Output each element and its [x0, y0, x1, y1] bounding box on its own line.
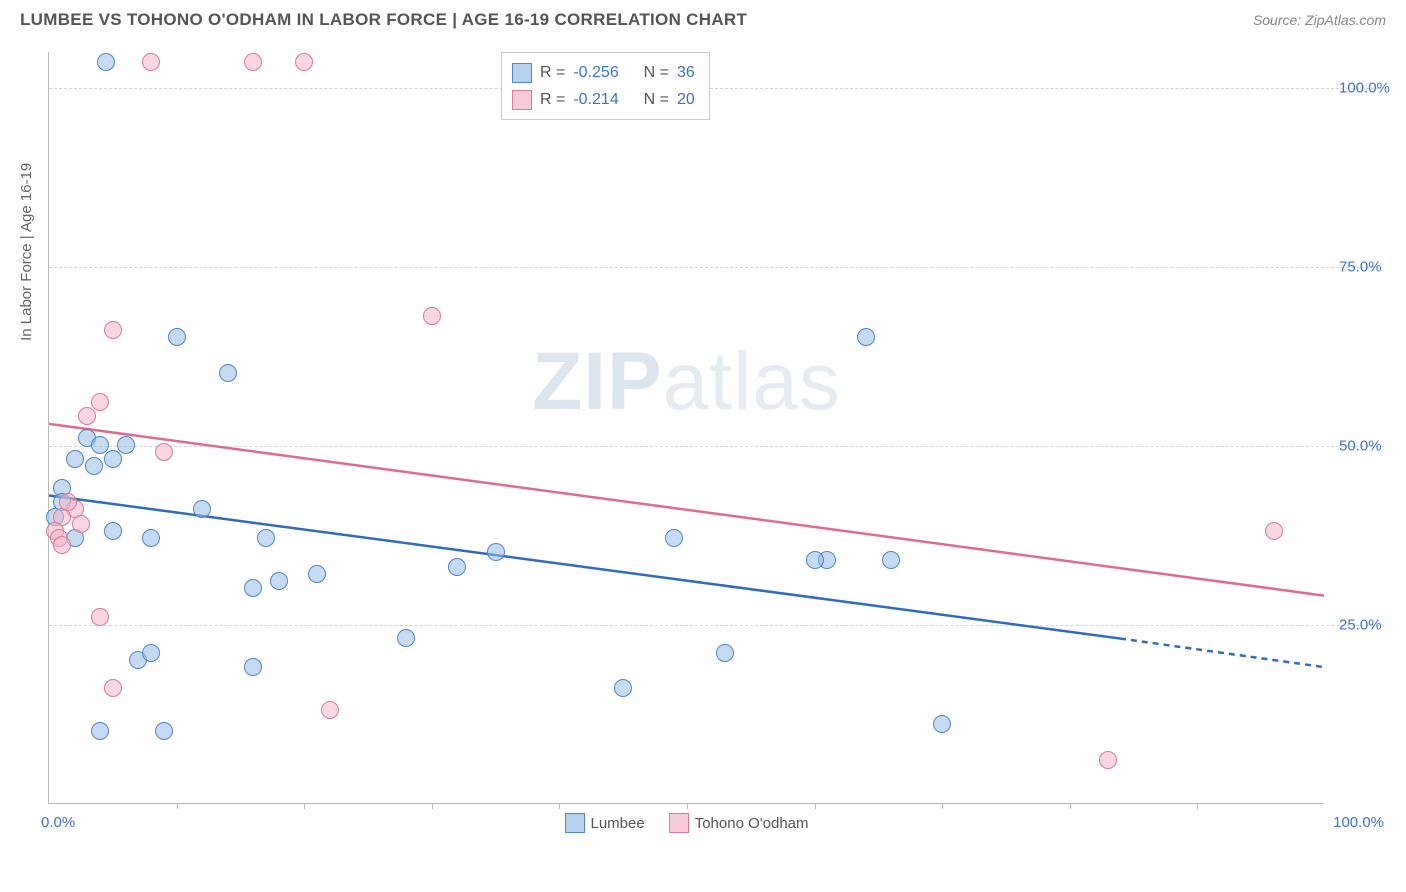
data-point	[270, 572, 288, 590]
chart-plot-area: ZIPatlas 25.0%50.0%75.0%100.0% 0.0% 100.…	[48, 52, 1324, 804]
r-value-tohono: -0.214	[573, 86, 618, 113]
data-point	[295, 53, 313, 71]
gridline	[49, 446, 1379, 447]
x-tick	[1070, 803, 1071, 809]
data-point	[104, 679, 122, 697]
chart-source: Source: ZipAtlas.com	[1253, 12, 1386, 28]
data-point	[168, 328, 186, 346]
r-label: R =	[540, 86, 565, 113]
watermark-light: atlas	[663, 336, 841, 427]
data-point	[423, 307, 441, 325]
chart-header: LUMBEE VS TOHONO O'ODHAM IN LABOR FORCE …	[0, 0, 1406, 36]
data-point	[91, 393, 109, 411]
legend-swatch-lumbee-icon	[565, 813, 585, 833]
data-point	[257, 529, 275, 547]
data-point	[933, 715, 951, 733]
data-point	[78, 407, 96, 425]
stats-row-lumbee: R = -0.256 N = 36	[512, 59, 695, 86]
watermark: ZIPatlas	[532, 335, 841, 429]
n-value-tohono: 20	[677, 86, 695, 113]
data-point	[142, 529, 160, 547]
data-point	[857, 328, 875, 346]
x-tick	[177, 803, 178, 809]
data-point	[244, 658, 262, 676]
legend-item-lumbee: Lumbee	[565, 813, 645, 833]
x-tick	[432, 803, 433, 809]
swatch-lumbee-icon	[512, 63, 532, 83]
data-point	[59, 493, 77, 511]
watermark-bold: ZIP	[532, 336, 663, 427]
data-point	[155, 443, 173, 461]
gridline	[49, 267, 1379, 268]
gridline	[49, 88, 1379, 89]
x-tick	[1197, 803, 1198, 809]
x-tick	[304, 803, 305, 809]
data-point	[219, 364, 237, 382]
data-point	[155, 722, 173, 740]
x-tick	[559, 803, 560, 809]
data-point	[397, 629, 415, 647]
data-point	[104, 321, 122, 339]
gridline	[49, 625, 1379, 626]
data-point	[91, 722, 109, 740]
data-point	[487, 543, 505, 561]
data-point	[321, 701, 339, 719]
y-tick-label: 50.0%	[1339, 437, 1382, 454]
n-label: N =	[644, 86, 669, 113]
data-point	[117, 436, 135, 454]
trend-lines	[49, 52, 1324, 803]
data-point	[882, 551, 900, 569]
data-point	[53, 536, 71, 554]
data-point	[308, 565, 326, 583]
data-point	[85, 457, 103, 475]
legend-label-tohono: Tohono O'odham	[695, 815, 809, 832]
data-point	[193, 500, 211, 518]
legend-swatch-tohono-icon	[669, 813, 689, 833]
y-tick-label: 100.0%	[1339, 79, 1390, 96]
x-min-label: 0.0%	[41, 814, 75, 831]
legend-label-lumbee: Lumbee	[591, 815, 645, 832]
x-tick	[687, 803, 688, 809]
data-point	[665, 529, 683, 547]
swatch-tohono-icon	[512, 90, 532, 110]
data-point	[104, 450, 122, 468]
correlation-stats-box: R = -0.256 N = 36 R = -0.214 N = 20	[501, 52, 710, 120]
chart-title: LUMBEE VS TOHONO O'ODHAM IN LABOR FORCE …	[20, 10, 747, 30]
x-tick	[942, 803, 943, 809]
y-tick-label: 25.0%	[1339, 616, 1382, 633]
y-tick-label: 75.0%	[1339, 258, 1382, 275]
x-max-label: 100.0%	[1333, 814, 1384, 831]
data-point	[66, 450, 84, 468]
data-point	[72, 515, 90, 533]
data-point	[244, 579, 262, 597]
data-point	[716, 644, 734, 662]
stats-row-tohono: R = -0.214 N = 20	[512, 86, 695, 113]
data-point	[104, 522, 122, 540]
n-label: N =	[644, 59, 669, 86]
bottom-legend: Lumbee Tohono O'odham	[565, 813, 809, 833]
legend-item-tohono: Tohono O'odham	[669, 813, 809, 833]
data-point	[91, 608, 109, 626]
n-value-lumbee: 36	[677, 59, 695, 86]
data-point	[142, 644, 160, 662]
data-point	[97, 53, 115, 71]
data-point	[142, 53, 160, 71]
data-point	[448, 558, 466, 576]
x-tick	[815, 803, 816, 809]
data-point	[1265, 522, 1283, 540]
y-axis-label: In Labor Force | Age 16-19	[18, 163, 35, 341]
r-value-lumbee: -0.256	[573, 59, 618, 86]
data-point	[244, 53, 262, 71]
data-point	[1099, 751, 1117, 769]
data-point	[806, 551, 824, 569]
r-label: R =	[540, 59, 565, 86]
data-point	[614, 679, 632, 697]
